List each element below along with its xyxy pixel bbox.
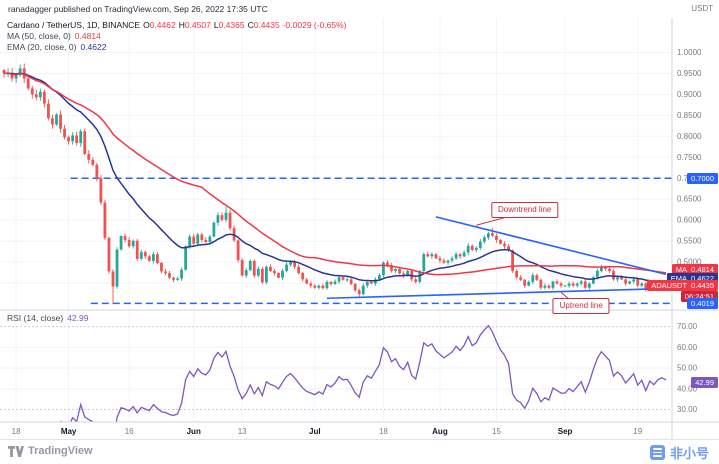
low-value: 0.4365 (218, 20, 245, 30)
ema-price-badge: EMA 0.4622 (666, 272, 718, 284)
rsi-indicator-value: 42.99 (67, 313, 89, 323)
tradingview-logo[interactable]: TradingView (8, 445, 93, 457)
svg-text:70.00: 70.00 (677, 322, 698, 331)
tradingview-logo-icon (8, 445, 24, 457)
quote-currency-label: USDT (691, 4, 713, 13)
svg-text:0.8500: 0.8500 (677, 111, 702, 120)
chart-canvas[interactable]: 0.45000.50000.55000.60000.65000.70000.75… (0, 0, 719, 440)
rsi-indicator-label[interactable]: RSI (14, close) (7, 313, 64, 323)
svg-text:Jun: Jun (187, 427, 201, 436)
svg-text:30.00: 30.00 (677, 405, 698, 414)
svg-text:50.00: 50.00 (677, 364, 698, 373)
change-value: -0.0029 (-0.65%) (282, 20, 347, 30)
high-label: H (178, 20, 185, 30)
feixiaohao-watermark[interactable]: 非小号 (649, 443, 709, 462)
downtrend-line-label[interactable]: Downtrend line (491, 201, 559, 218)
uptrend-line-label[interactable]: Uptrend line (552, 297, 610, 314)
chart-legend: Cardano / TetherUS, 1D, BINANCE O0.4462 H0… (7, 20, 347, 53)
svg-text:0.9500: 0.9500 (677, 69, 702, 78)
rsi-legend: RSI (14, close) 42.99 (7, 313, 89, 323)
feixiaohao-logo-icon (649, 445, 665, 460)
svg-text:0.8000: 0.8000 (677, 132, 702, 141)
footer-bar: TradingView 非小号 (0, 440, 719, 464)
ma-price-badge: MA 0.4814 (671, 264, 718, 276)
svg-text:60.00: 60.00 (677, 343, 698, 352)
svg-text:18: 18 (379, 427, 388, 436)
ma-indicator-label[interactable]: MA (50, close, 0) (7, 31, 71, 41)
ma-indicator-value: 0.4814 (74, 31, 101, 41)
open-value: 0.4462 (149, 20, 176, 30)
svg-text:0.5000: 0.5000 (677, 258, 702, 267)
high-value: 0.4507 (184, 20, 211, 30)
resistance-price-badge: 0.7000 (687, 172, 718, 184)
close-label: C (247, 20, 254, 30)
svg-text:0.6500: 0.6500 (677, 195, 702, 204)
support-price-badge: 0.4019 (687, 297, 718, 309)
tradingview-wordmark: TradingView (28, 445, 93, 457)
watermark-text: 非小号 (669, 446, 709, 461)
svg-text:40.00: 40.00 (677, 384, 698, 393)
open-label: O (143, 20, 150, 30)
low-label: L (213, 20, 219, 30)
ema-indicator-label[interactable]: EMA (20, close, 0) (7, 42, 77, 52)
svg-text:0.7500: 0.7500 (677, 153, 702, 162)
svg-text:0.5500: 0.5500 (677, 237, 702, 246)
last-price-badge: ADAUSDT 0.4435 (647, 280, 718, 292)
svg-text:18: 18 (12, 427, 21, 436)
svg-text:15: 15 (492, 427, 501, 436)
publish-header: ranadagger published on TradingView.com,… (0, 0, 719, 18)
svg-text:Sep: Sep (558, 427, 573, 436)
svg-text:0.9000: 0.9000 (677, 90, 702, 99)
svg-text:Jul: Jul (309, 427, 321, 436)
svg-text:0.6000: 0.6000 (677, 216, 702, 225)
rsi-value-badge: 42.99 (691, 377, 718, 389)
close-value: 0.4435 (253, 20, 280, 30)
publish-info: ranadagger published on TradingView.com,… (8, 4, 268, 14)
svg-text:13: 13 (238, 427, 247, 436)
countdown-badge: 06:24:51 (680, 291, 718, 303)
ema-indicator-value: 0.4622 (80, 42, 107, 52)
svg-text:May: May (61, 427, 77, 436)
svg-text:1.0000: 1.0000 (677, 48, 702, 57)
svg-text:Aug: Aug (432, 427, 448, 436)
svg-text:16: 16 (125, 427, 134, 436)
svg-text:19: 19 (633, 427, 642, 436)
symbol-title[interactable]: Cardano / TetherUS, 1D, BINANCE (7, 20, 141, 30)
